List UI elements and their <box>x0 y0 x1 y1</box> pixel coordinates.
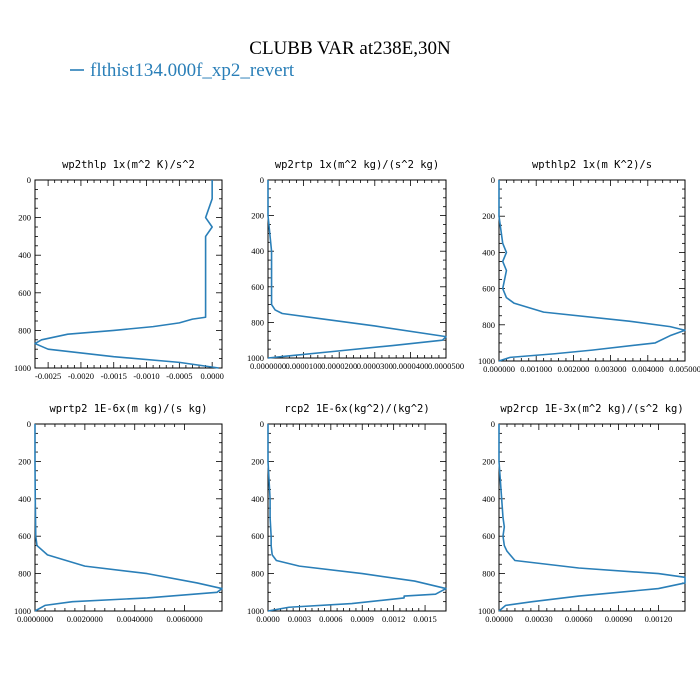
series-line <box>498 180 686 362</box>
x-tick-label: 0.0000500 <box>428 361 464 371</box>
x-tick-label: 0.00060 <box>565 614 593 624</box>
x-tick-label: -0.0005 <box>166 371 192 381</box>
y-tick-label: 400 <box>18 494 31 504</box>
y-tick-label: 1000 <box>247 353 264 363</box>
x-tick-label: 0.0006 <box>319 614 342 624</box>
panel-title: rcp2 1E-6x(kg^2)/(kg^2) <box>284 403 429 415</box>
x-tick-label: 0.00090 <box>605 614 633 624</box>
series-line <box>34 180 219 369</box>
plot-frame <box>498 423 686 612</box>
y-tick-label: 0 <box>260 419 264 429</box>
y-tick-label: 1000 <box>247 606 264 616</box>
x-tick-label: 0.003000 <box>595 364 627 374</box>
y-tick-label: 1000 <box>478 356 495 366</box>
x-tick-label: 0.002000 <box>557 364 589 374</box>
y-tick-label: 800 <box>482 320 495 330</box>
chart-panel: wp2thlp 1x(m^2 K)/s^2 -0.0025 -0.0020 -0.00… <box>14 159 224 381</box>
panel-title: wp2rtp 1x(m^2 kg)/(s^2 kg) <box>275 159 439 171</box>
y-tick-label: 1000 <box>14 363 31 373</box>
legend-label: flthist134.000f_xp2_revert <box>90 60 295 81</box>
x-tick-label: 0.0000300 <box>357 361 393 371</box>
y-tick-label: 0 <box>27 175 31 185</box>
panel-title: wp2rcp 1E-3x(m^2 kg)/(s^2 kg) <box>500 403 683 415</box>
y-tick-label: 400 <box>251 246 264 256</box>
x-tick-label: 0.00120 <box>645 614 673 624</box>
y-tick-label: 800 <box>251 317 264 327</box>
y-tick-label: 400 <box>251 494 264 504</box>
x-tick-label: 0.0000000 <box>17 614 53 624</box>
plot-frame <box>34 179 223 369</box>
y-tick-label: 0 <box>491 419 495 429</box>
y-tick-label: 600 <box>18 531 31 541</box>
chart-panel: rcp2 1E-6x(kg^2)/(kg^2) 0.0000 0.0003 0.000… <box>247 403 447 624</box>
y-tick-label: 800 <box>18 325 31 335</box>
x-tick-label: 0.0060000 <box>167 614 203 624</box>
y-tick-label: 1000 <box>14 606 31 616</box>
series-line <box>267 180 447 359</box>
y-tick-label: 600 <box>482 284 495 294</box>
x-tick-label: 0.0009 <box>351 614 374 624</box>
y-tick-label: 800 <box>251 569 264 579</box>
chart-panel: wp2rtp 1x(m^2 kg)/(s^2 kg)0.0000000 0.000… <box>247 159 464 371</box>
x-tick-label: 0.004000 <box>632 364 664 374</box>
y-tick-label: 200 <box>18 213 31 223</box>
panel-title: wprtp2 1E-6x(m kg)/(s kg) <box>49 403 207 415</box>
y-tick-label: 800 <box>18 569 31 579</box>
plot-frame <box>498 179 686 362</box>
x-tick-label: 0.0000100 <box>286 361 322 371</box>
x-tick-label: 0.0003 <box>288 614 311 624</box>
y-tick-label: 200 <box>482 456 495 466</box>
x-tick-label: 0.0000200 <box>321 361 357 371</box>
chart-panel: wprtp2 1E-6x(m kg)/(s kg) 0.0000000 0.0020… <box>14 403 223 624</box>
series-line <box>34 424 223 612</box>
y-tick-label: 0 <box>27 419 31 429</box>
x-tick-label: 0.0000 <box>200 371 223 381</box>
x-tick-label: 0.0012 <box>382 614 405 624</box>
panel-title: wp2thlp 1x(m^2 K)/s^2 <box>62 159 195 171</box>
y-tick-label: 200 <box>251 456 264 466</box>
y-tick-label: 200 <box>18 456 31 466</box>
x-tick-label: 0.0015 <box>413 614 436 624</box>
x-tick-label: 0.0000400 <box>392 361 428 371</box>
series-line <box>267 424 447 612</box>
y-tick-label: 400 <box>18 250 31 260</box>
series-line <box>498 424 686 612</box>
y-tick-label: 400 <box>482 494 495 504</box>
y-tick-label: 200 <box>482 211 495 221</box>
chart-panel: wpthlp2 1x(m K^2)/s 0.000000 0.001000 0.002… <box>478 159 700 374</box>
y-tick-label: 800 <box>482 569 495 579</box>
x-tick-label: -0.0020 <box>68 371 94 381</box>
figure-legend: flthist134.000f_xp2_revert <box>70 60 295 81</box>
x-tick-label: 0.00000 <box>485 614 513 624</box>
y-tick-label: 0 <box>260 175 264 185</box>
panel-title: wpthlp2 1x(m K^2)/s <box>532 159 652 171</box>
x-tick-label: 0.0020000 <box>67 614 103 624</box>
x-tick-label: 0.005000 <box>669 364 700 374</box>
x-tick-label: 0.0040000 <box>117 614 153 624</box>
x-tick-label: -0.0010 <box>133 371 159 381</box>
x-tick-label: 0.00030 <box>525 614 553 624</box>
y-tick-label: 200 <box>251 211 264 221</box>
x-tick-label: 0.001000 <box>520 364 552 374</box>
x-tick-label: -0.0025 <box>35 371 61 381</box>
plot-frame <box>267 179 447 359</box>
y-tick-label: 400 <box>482 247 495 257</box>
panel-grid: wp2thlp 1x(m^2 K)/s^2 -0.0025 -0.0020 -0.00… <box>14 159 700 624</box>
x-tick-label: 0.0000000 <box>250 361 286 371</box>
x-tick-label: 0.000000 <box>483 364 515 374</box>
y-tick-label: 0 <box>491 175 495 185</box>
y-tick-label: 600 <box>251 531 264 541</box>
y-tick-label: 1000 <box>478 606 495 616</box>
y-tick-label: 600 <box>251 282 264 292</box>
y-tick-label: 600 <box>18 288 31 298</box>
chart-panel: wp2rcp 1E-3x(m^2 kg)/(s^2 kg) 0.00000 0.00… <box>478 403 686 624</box>
y-tick-label: 600 <box>482 531 495 541</box>
figure-title: CLUBB VAR at238E,30N <box>249 38 451 59</box>
x-tick-label: -0.0015 <box>101 371 127 381</box>
x-tick-label: 0.0000 <box>256 614 279 624</box>
